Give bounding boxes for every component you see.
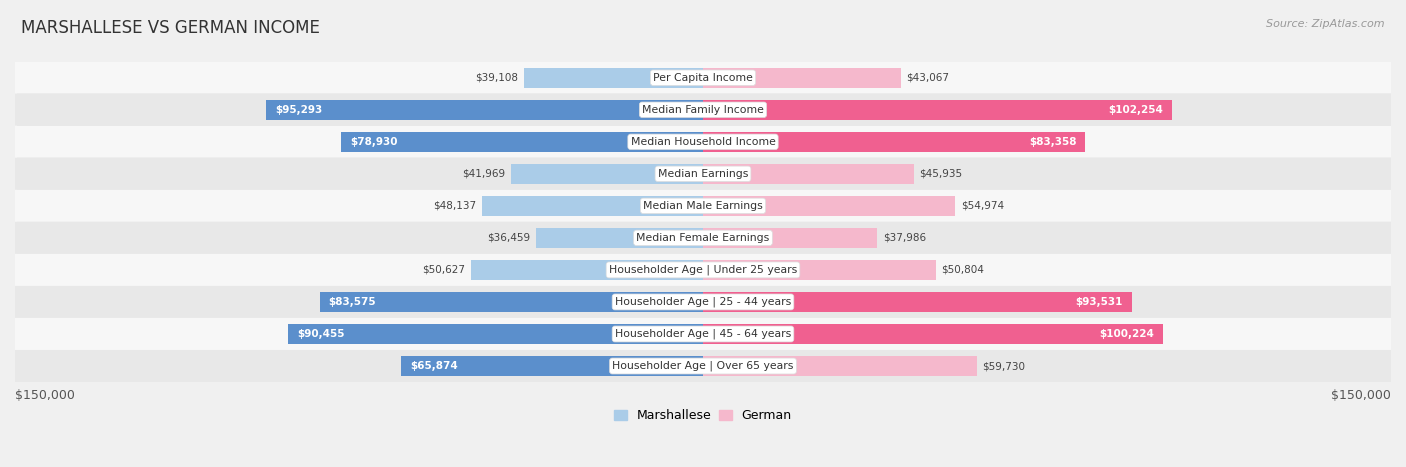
Bar xyxy=(703,324,1163,344)
FancyBboxPatch shape xyxy=(15,190,1391,222)
Text: Householder Age | 25 - 44 years: Householder Age | 25 - 44 years xyxy=(614,297,792,307)
Legend: Marshallese, German: Marshallese, German xyxy=(609,404,797,427)
Bar xyxy=(703,68,900,88)
Text: Source: ZipAtlas.com: Source: ZipAtlas.com xyxy=(1267,19,1385,28)
Bar xyxy=(523,68,703,88)
FancyBboxPatch shape xyxy=(17,190,1393,222)
Text: $45,935: $45,935 xyxy=(920,169,962,179)
Text: Median Family Income: Median Family Income xyxy=(643,105,763,115)
FancyBboxPatch shape xyxy=(17,318,1393,351)
FancyBboxPatch shape xyxy=(15,222,1391,254)
Bar xyxy=(471,260,703,280)
Text: $150,000: $150,000 xyxy=(15,389,75,403)
Bar xyxy=(482,196,703,216)
FancyBboxPatch shape xyxy=(17,222,1393,255)
Bar xyxy=(703,228,877,248)
Text: $43,067: $43,067 xyxy=(905,73,949,83)
Text: Householder Age | Over 65 years: Householder Age | Over 65 years xyxy=(612,361,794,371)
Text: $65,874: $65,874 xyxy=(409,361,457,371)
Text: $41,969: $41,969 xyxy=(463,169,505,179)
Bar xyxy=(288,324,703,344)
Text: MARSHALLESE VS GERMAN INCOME: MARSHALLESE VS GERMAN INCOME xyxy=(21,19,321,37)
Text: $39,108: $39,108 xyxy=(475,73,519,83)
Bar xyxy=(703,196,955,216)
Text: $37,986: $37,986 xyxy=(883,233,927,243)
Bar xyxy=(703,292,1132,312)
Text: $95,293: $95,293 xyxy=(274,105,322,115)
Text: $50,627: $50,627 xyxy=(422,265,465,275)
Text: Householder Age | Under 25 years: Householder Age | Under 25 years xyxy=(609,265,797,275)
FancyBboxPatch shape xyxy=(17,286,1393,318)
Text: Householder Age | 45 - 64 years: Householder Age | 45 - 64 years xyxy=(614,329,792,339)
Bar xyxy=(536,228,703,248)
Text: $50,804: $50,804 xyxy=(942,265,984,275)
Text: Per Capita Income: Per Capita Income xyxy=(652,73,754,83)
Text: $90,455: $90,455 xyxy=(297,329,344,339)
Bar xyxy=(703,100,1173,120)
Text: $83,358: $83,358 xyxy=(1029,137,1077,147)
Text: $150,000: $150,000 xyxy=(1331,389,1391,403)
Text: $54,974: $54,974 xyxy=(960,201,1004,211)
Text: $36,459: $36,459 xyxy=(486,233,530,243)
FancyBboxPatch shape xyxy=(15,350,1391,382)
Bar xyxy=(703,132,1085,152)
Text: Median Female Earnings: Median Female Earnings xyxy=(637,233,769,243)
Text: $93,531: $93,531 xyxy=(1076,297,1123,307)
FancyBboxPatch shape xyxy=(17,158,1393,191)
FancyBboxPatch shape xyxy=(15,286,1391,318)
Text: $48,137: $48,137 xyxy=(433,201,477,211)
Text: Median Earnings: Median Earnings xyxy=(658,169,748,179)
Text: Median Male Earnings: Median Male Earnings xyxy=(643,201,763,211)
Text: $78,930: $78,930 xyxy=(350,137,398,147)
Bar xyxy=(319,292,703,312)
Bar xyxy=(401,356,703,376)
FancyBboxPatch shape xyxy=(15,318,1391,350)
Text: $100,224: $100,224 xyxy=(1099,329,1154,339)
Bar xyxy=(342,132,703,152)
FancyBboxPatch shape xyxy=(15,254,1391,286)
Bar xyxy=(703,164,914,184)
FancyBboxPatch shape xyxy=(15,158,1391,190)
Text: $102,254: $102,254 xyxy=(1108,105,1163,115)
Text: $83,575: $83,575 xyxy=(329,297,377,307)
FancyBboxPatch shape xyxy=(17,126,1393,158)
FancyBboxPatch shape xyxy=(17,255,1393,286)
FancyBboxPatch shape xyxy=(15,126,1391,158)
Text: Median Household Income: Median Household Income xyxy=(630,137,776,147)
Text: $59,730: $59,730 xyxy=(983,361,1025,371)
FancyBboxPatch shape xyxy=(15,94,1391,126)
FancyBboxPatch shape xyxy=(17,62,1393,94)
FancyBboxPatch shape xyxy=(15,62,1391,94)
Bar xyxy=(510,164,703,184)
FancyBboxPatch shape xyxy=(17,350,1393,382)
Bar xyxy=(266,100,703,120)
Bar xyxy=(703,260,936,280)
Bar xyxy=(703,356,977,376)
FancyBboxPatch shape xyxy=(17,94,1393,126)
